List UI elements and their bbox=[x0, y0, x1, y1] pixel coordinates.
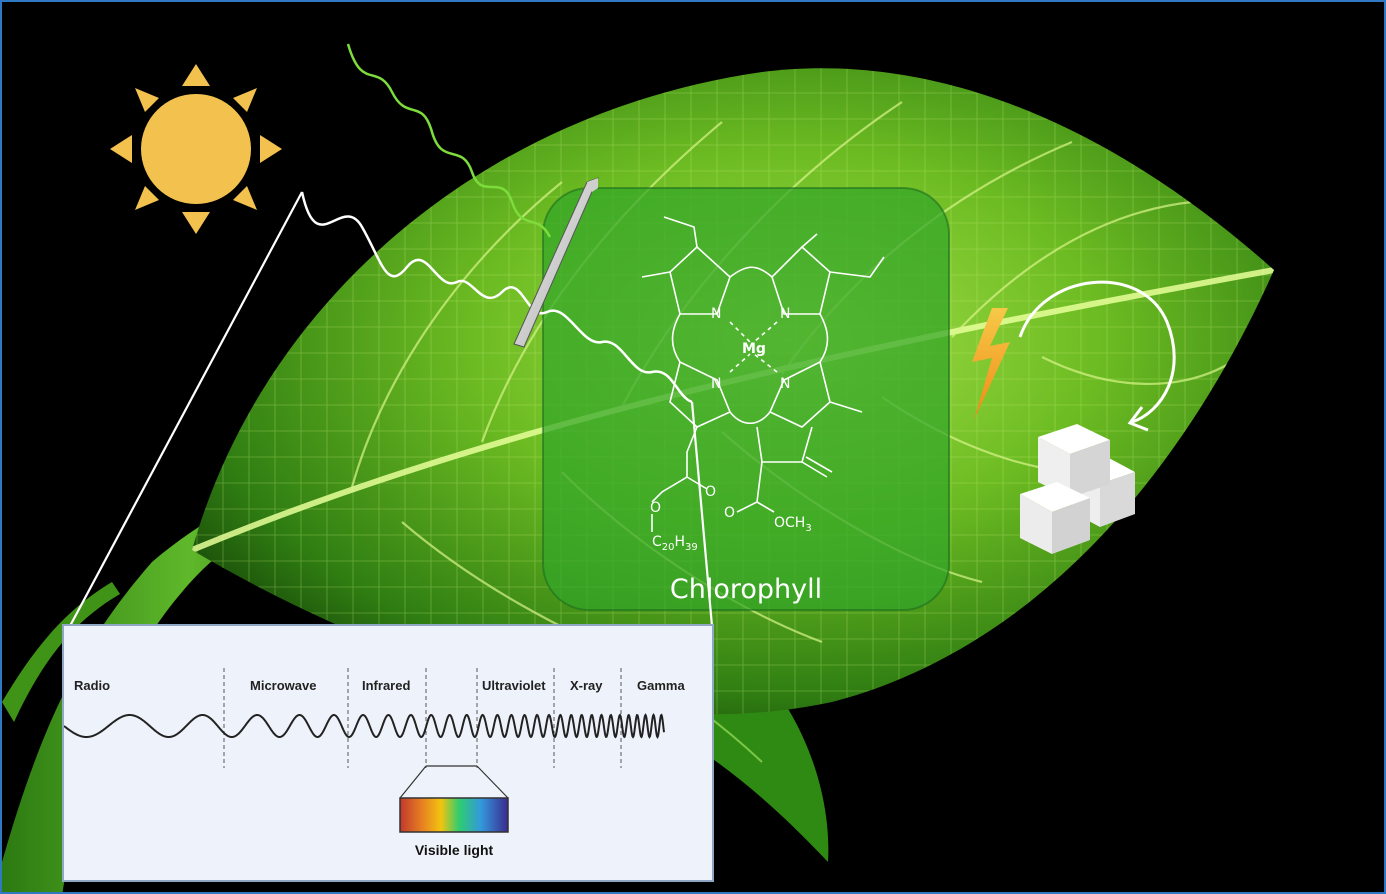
sugar-cubes-icon bbox=[1020, 424, 1135, 554]
chlorophyll-panel bbox=[542, 187, 950, 611]
em-spectrum-panel: Radio Microwave Infrared Ultraviolet X-r… bbox=[62, 624, 714, 882]
atom-n-4: N bbox=[780, 376, 790, 392]
phytyl-group: C20H39 bbox=[652, 534, 698, 553]
atom-o-3: O bbox=[724, 505, 735, 521]
atom-o-1: O bbox=[705, 484, 716, 500]
ester-methyl-group: OCH3 bbox=[774, 515, 812, 534]
atom-n-2: N bbox=[780, 306, 790, 322]
reflected-green-wave bbox=[346, 43, 552, 238]
zoom-line-right bbox=[690, 401, 714, 627]
region-microwave: Microwave bbox=[250, 678, 317, 693]
atom-n-3: N bbox=[711, 376, 721, 392]
region-ultraviolet: Ultraviolet bbox=[482, 678, 546, 693]
region-gamma: Gamma bbox=[637, 678, 685, 693]
incident-light-wave bbox=[300, 191, 693, 404]
spectrum-graphic bbox=[64, 668, 665, 833]
region-infrared: Infrared bbox=[362, 678, 411, 693]
chlorophyll-label: Chlorophyll bbox=[669, 574, 823, 605]
atom-o-2: O bbox=[650, 500, 661, 516]
lightning-bolt-icon bbox=[972, 308, 1010, 420]
sun-icon bbox=[110, 64, 282, 234]
atom-mg: Mg bbox=[742, 341, 766, 357]
chlorophyll-structure bbox=[641, 216, 885, 532]
chlorophyll-atom-labels: N N N N Mg O O O OCH3 C20H39 bbox=[650, 306, 812, 553]
visible-light-label: Visible light bbox=[414, 842, 494, 858]
visible-zoom-lines bbox=[399, 765, 509, 799]
region-x-ray: X-ray bbox=[570, 678, 603, 693]
region-radio: Radio bbox=[74, 678, 111, 693]
region-dividers bbox=[223, 668, 622, 768]
zoom-line-left bbox=[69, 191, 303, 627]
spectrum-wave bbox=[64, 713, 665, 739]
curved-arrow-icon bbox=[1018, 280, 1176, 432]
visible-light-bar bbox=[399, 797, 509, 833]
glass-plate-icon bbox=[513, 177, 599, 348]
atom-n-1: N bbox=[711, 306, 721, 322]
